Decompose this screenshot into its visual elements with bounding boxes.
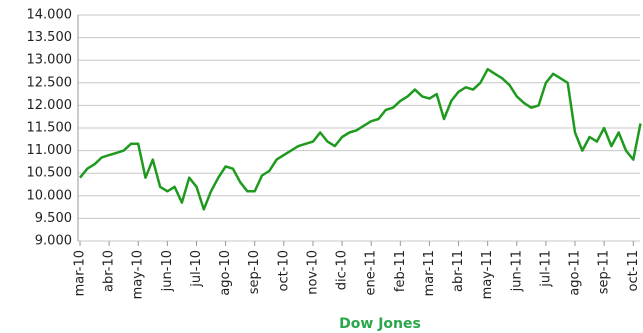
y-tick-label: 10.500 [27, 166, 73, 181]
x-tick-label: sep-11 [597, 250, 612, 294]
chart-title: Dow Jones [339, 316, 421, 332]
y-tick-label: 13.000 [27, 53, 73, 68]
x-tick-label: oct-11 [626, 250, 641, 291]
x-tick-label: may-10 [131, 250, 146, 299]
y-tick-label: 13.500 [27, 30, 73, 45]
y-tick-label: 14.000 [27, 8, 73, 23]
x-tick-label: abr-11 [451, 250, 466, 292]
y-tick-label: 9.500 [35, 211, 72, 226]
x-tick-label: jun-11 [509, 250, 524, 292]
y-tick-label: 12.000 [27, 98, 73, 113]
x-tick-label: jun-10 [160, 250, 175, 292]
line [79, 67, 642, 211]
x-tick-label: oct-10 [276, 250, 291, 291]
x-tick-label: mar-10 [73, 250, 88, 296]
x-tick-label: jul-11 [538, 250, 553, 288]
y-tick-label: 12.500 [27, 75, 73, 90]
x-tick-label: dic-10 [335, 250, 350, 290]
x-tick-label: may-11 [480, 250, 495, 299]
y-tick-label: 10.000 [27, 188, 73, 203]
x-tick-label: ago-11 [568, 250, 583, 296]
x-tick-label: jul-10 [189, 250, 204, 288]
x-tick-label: feb-11 [393, 250, 408, 292]
y-tick-label: 11.000 [27, 143, 73, 158]
y-tick-label: 9.000 [35, 234, 72, 249]
x-tick-label: mar-11 [422, 250, 437, 296]
x-tick-label: nov-10 [305, 250, 320, 295]
x-tick-label: ago-10 [218, 250, 233, 296]
x-tick-label: sep-10 [247, 250, 262, 294]
x-tick-label: abr-10 [102, 250, 117, 292]
x-tick-label: ene-11 [364, 250, 379, 295]
y-tick-label: 11.500 [27, 121, 73, 136]
